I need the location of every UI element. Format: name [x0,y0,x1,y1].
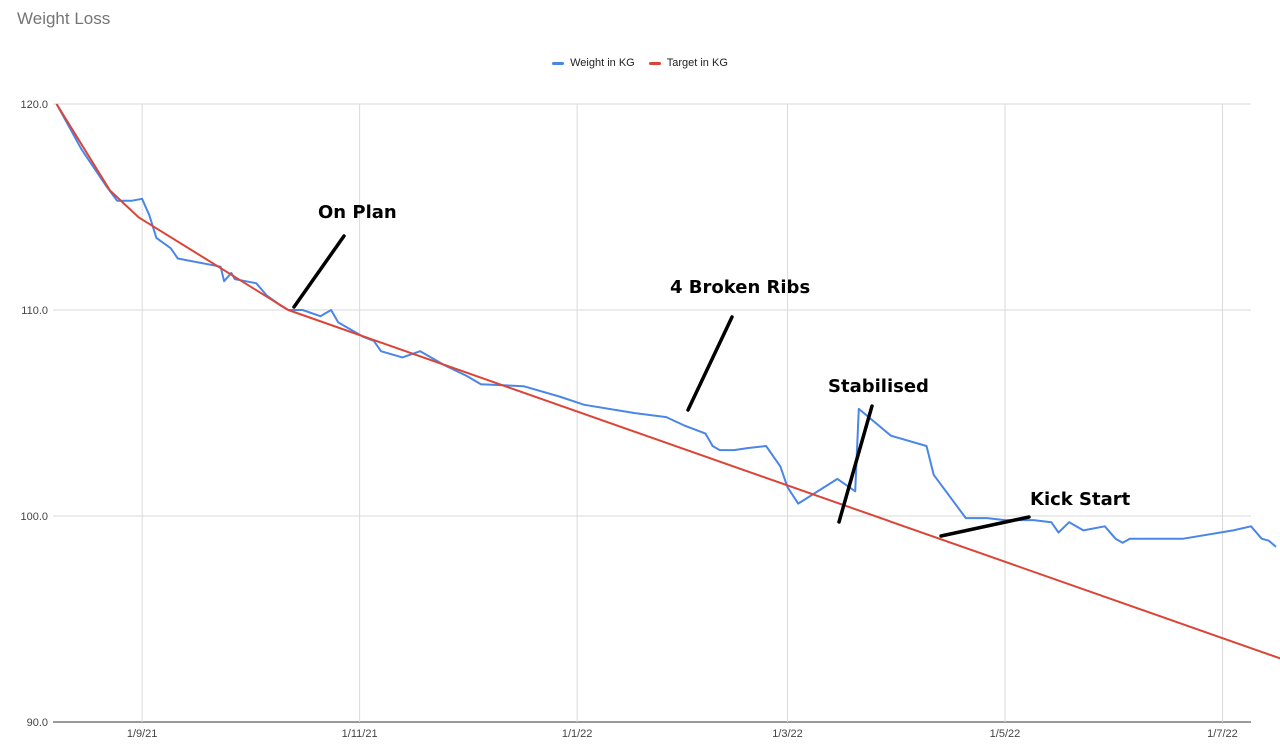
x-tick-label: 1/3/22 [772,728,803,740]
annotation-pointer-stabilised [837,404,874,524]
x-tick-label: 1/1/22 [562,728,593,740]
x-tick-label: 1/7/22 [1207,728,1238,740]
y-tick-label: 100.0 [20,511,48,523]
annotation-pointer-on-plan [292,234,346,309]
y-tick-label: 90.0 [27,717,48,729]
annotation-pointer-kick-start [939,515,1031,538]
annotation-broken-ribs: 4 Broken Ribs [670,277,810,298]
series-line-weight [55,103,1277,548]
legend-swatch-weight [552,61,565,65]
annotation-stabilised: Stabilised [828,376,929,397]
legend: Weight in KG Target in KG [0,57,1280,69]
series-line-target [55,103,1280,660]
series-layer [55,103,1280,660]
legend-item-weight[interactable]: Weight in KG [552,57,635,69]
annotations: On Plan 4 Broken Ribs Stabilised Kick St… [292,202,1131,538]
grid [53,103,1251,723]
y-tick-label: 110.0 [21,305,48,317]
x-tick-label: 1/11/21 [342,728,378,740]
legend-label-weight: Weight in KG [570,57,635,69]
annotation-on-plan: On Plan [318,202,397,223]
legend-swatch-target [648,61,661,65]
y-tick-label: 120.0 [20,99,48,111]
annotation-pointer-broken-ribs [686,315,734,412]
annotation-kick-start: Kick Start [1030,489,1131,510]
chart-title: Weight Loss [17,9,111,28]
x-tick-label: 1/5/22 [990,728,1021,740]
legend-label-target: Target in KG [666,57,728,69]
legend-item-target[interactable]: Target in KG [648,57,728,69]
x-tick-label: 1/9/21 [127,728,158,740]
axes: 90.0 100.0 110.0 120.0 1/9/21 1/11/21 1/1/22 1/… [20,99,1237,740]
